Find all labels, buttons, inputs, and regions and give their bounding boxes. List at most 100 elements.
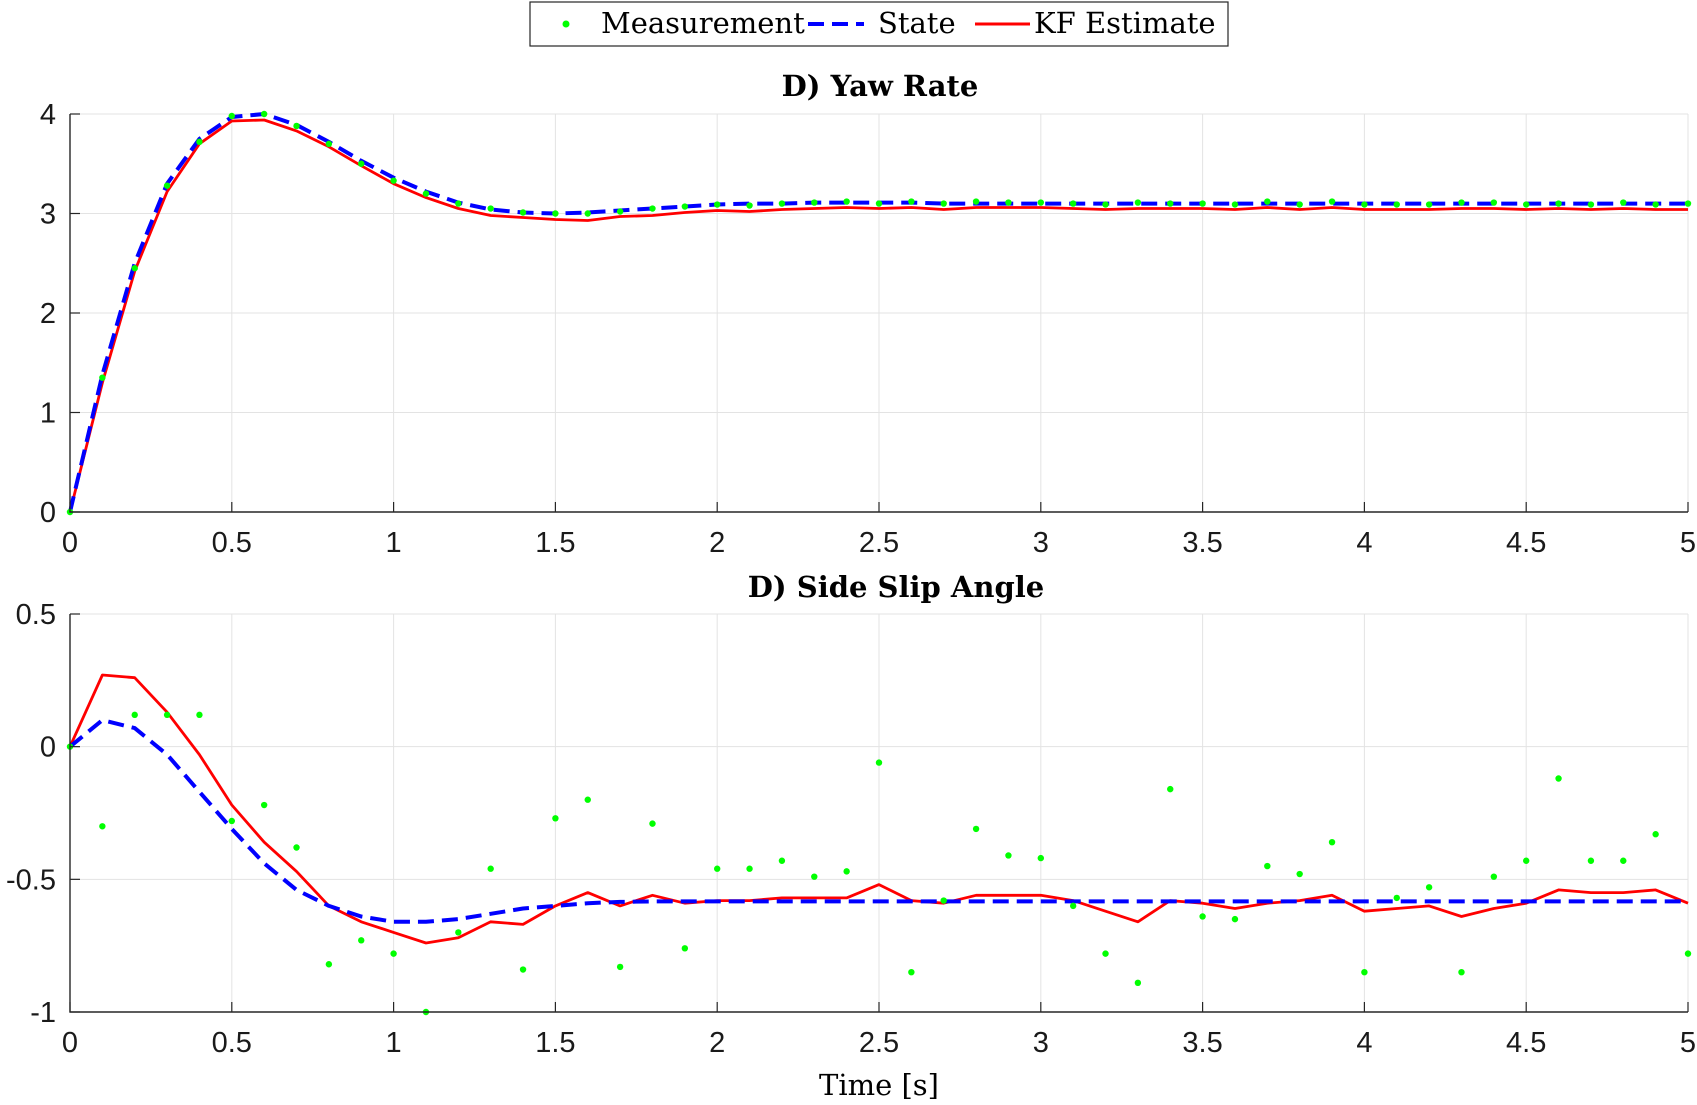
side-slip-measurement-point	[228, 817, 235, 825]
panel-side-slip-title: D) Side Slip Angle	[748, 570, 1044, 604]
side-slip-measurement-point	[972, 825, 980, 833]
side-slip-measurement-point	[1458, 969, 1465, 976]
side-slip-measurement-point	[1005, 852, 1012, 859]
side-slip-measurement-point	[1523, 857, 1530, 864]
side-slip-ytick-label: -1	[30, 997, 56, 1029]
yaw-rate-xtick-label: 5	[1680, 527, 1696, 559]
panel-side-slip: D) Side Slip Angle 0 0.5 1 1.5 2 2.5 3 3.5 4 4.5 5…	[6, 570, 1696, 1102]
side-slip-measurement-point	[1652, 831, 1659, 838]
yaw-rate-measurement-point	[99, 374, 106, 381]
side-slip-xtick-label: 4	[1356, 1027, 1372, 1059]
yaw-rate-measurement-point	[196, 138, 203, 146]
side-slip-measurement-point	[811, 873, 818, 880]
side-slip-measurement-point	[1231, 915, 1239, 923]
yaw-rate-measurement-point	[1490, 199, 1498, 206]
side-slip-measurement-point	[358, 937, 365, 944]
yaw-rate-xtick-label: 4.5	[1506, 527, 1546, 559]
yaw-rate-ytick-label: 1	[40, 398, 56, 430]
yaw-rate-measurement-point	[390, 177, 397, 184]
yaw-rate-measurement-point	[1231, 201, 1239, 208]
yaw-rate-measurement-point	[358, 160, 365, 167]
side-slip-measurement-point	[1264, 862, 1271, 870]
yaw-rate-measurement-point	[422, 190, 430, 197]
side-slip-xtick-label: 2.5	[859, 1027, 899, 1059]
yaw-rate-xtick-label: 1.5	[535, 527, 575, 559]
yaw-rate-measurement-point	[681, 203, 689, 210]
yaw-rate-measurement-point	[1458, 199, 1465, 206]
side-slip-xtick-label: 1.5	[535, 1027, 575, 1059]
side-slip-measurement-point	[1393, 894, 1400, 902]
yaw-rate-measurement-point	[940, 200, 947, 207]
yaw-rate-xtick-label: 0.5	[212, 527, 252, 559]
side-slip-state-line	[68, 718, 1688, 924]
side-slip-xtick-label: 3.5	[1182, 1027, 1222, 1059]
yaw-rate-ytick-label: 2	[40, 298, 56, 330]
side-slip-measurement-point	[746, 865, 753, 872]
legend: Measurement State KF Estimate	[529, 1, 1229, 47]
side-slip-measurement-point	[519, 966, 527, 973]
side-slip-measurement-point	[1069, 902, 1077, 910]
side-slip-measurement-point	[1037, 854, 1045, 862]
yaw-rate-measurement-point	[584, 210, 591, 217]
legend-kf-label: KF Estimate	[1034, 6, 1216, 40]
yaw-rate-measurement-point	[325, 140, 333, 148]
yaw-rate-measurement-point	[1587, 201, 1595, 208]
side-slip-measurement-point	[1684, 950, 1692, 957]
yaw-rate-measurement-point	[228, 112, 235, 120]
yaw-rate-measurement-point	[1652, 201, 1659, 208]
side-slip-measurement-point	[325, 961, 333, 968]
yaw-rate-measurement-point	[1037, 199, 1045, 206]
yaw-rate-measurement-point	[1328, 198, 1336, 205]
yaw-rate-ytick-label: 3	[40, 199, 56, 231]
side-slip-measurement-point	[908, 969, 915, 976]
panel-yaw-rate-series	[66, 110, 1692, 516]
yaw-rate-measurement-point	[1199, 200, 1206, 207]
side-slip-measurement-point	[196, 711, 203, 719]
side-slip-measurement-point	[163, 711, 171, 719]
yaw-rate-xtick-label: 2	[709, 527, 725, 559]
yaw-rate-measurement-point	[1555, 200, 1562, 207]
yaw-rate-measurement-point	[1684, 200, 1692, 207]
yaw-rate-measurement-point	[746, 202, 753, 209]
yaw-rate-measurement-point	[908, 198, 915, 205]
side-slip-measurement-point	[875, 759, 883, 766]
side-slip-measurement-point	[455, 929, 462, 936]
panel-yaw-rate-ticks: 0 0.5 1 1.5 2 2.5 3 3.5 4 4.5 5 0 1 2 3 4	[40, 99, 1696, 559]
side-slip-measurement-point	[1587, 857, 1595, 864]
side-slip-xtick-label: 0	[62, 1027, 78, 1059]
side-slip-measurement-point	[714, 865, 721, 872]
yaw-rate-measurement-point	[811, 199, 818, 206]
yaw-rate-measurement-point	[1102, 201, 1109, 208]
side-slip-measurement-point	[681, 945, 689, 952]
side-slip-xtick-label: 4.5	[1506, 1027, 1546, 1059]
yaw-rate-measurement-point	[1296, 201, 1303, 208]
side-slip-ytick-label: 0.5	[16, 599, 56, 631]
yaw-rate-xtick-label: 0	[62, 527, 78, 559]
yaw-rate-measurement-point	[163, 182, 171, 189]
side-slip-xtick-label: 3	[1033, 1027, 1049, 1059]
yaw-rate-measurement-point	[260, 110, 268, 118]
side-slip-measurement-point	[940, 897, 947, 904]
side-slip-measurement-point	[778, 857, 786, 864]
side-slip-xtick-label: 0.5	[212, 1027, 252, 1059]
panel-side-slip-xlabel: Time [s]	[819, 1068, 939, 1102]
side-slip-measurement-point	[293, 844, 300, 851]
yaw-rate-measurement-point	[649, 205, 656, 212]
legend-box	[529, 1, 1229, 47]
side-slip-measurement-point	[1328, 838, 1336, 846]
side-slip-measurement-point	[1167, 785, 1174, 793]
side-slip-xtick-label: 2	[709, 1027, 725, 1059]
legend-state-label: State	[878, 6, 956, 40]
yaw-rate-xtick-label: 3.5	[1182, 527, 1222, 559]
yaw-rate-measurement-point	[552, 210, 559, 217]
yaw-rate-xtick-label: 2.5	[859, 527, 899, 559]
side-slip-ytick-label: -0.5	[6, 864, 56, 896]
yaw-rate-kf-estimate-line	[68, 118, 1688, 513]
yaw-rate-measurement-point	[1264, 198, 1271, 205]
side-slip-measurement-point	[649, 820, 656, 827]
side-slip-measurement-point	[1555, 775, 1562, 782]
yaw-rate-measurement-point	[131, 265, 138, 272]
yaw-rate-measurement-point	[1425, 201, 1433, 208]
side-slip-measurement-point	[1134, 979, 1142, 987]
